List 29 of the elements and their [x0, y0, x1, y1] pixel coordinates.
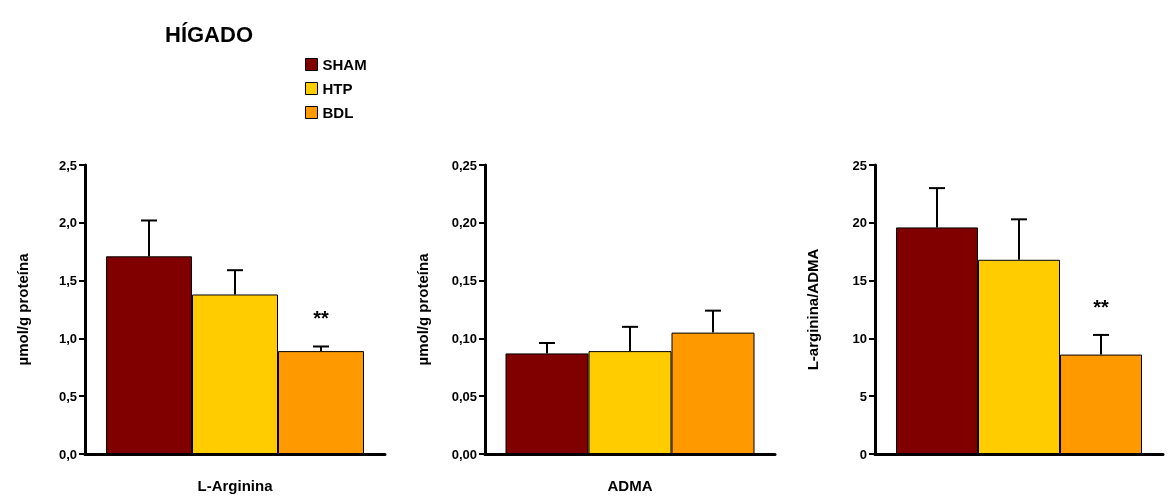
- y-axis-title: L-arginina/ADMA: [804, 248, 821, 371]
- chart-title: HÍGADO: [165, 21, 253, 47]
- y-tick-label: 20: [852, 215, 867, 231]
- x-axis-title: ADMA: [607, 477, 653, 494]
- y-tick-label: 1,5: [58, 273, 77, 289]
- y-axis-title: µmol/g proteína: [14, 252, 31, 366]
- legend-label: SHAM: [322, 56, 367, 73]
- y-tick-label: 0: [859, 446, 867, 462]
- y-tick-label: 2,5: [58, 157, 77, 173]
- y-tick-label: 0,0: [58, 446, 77, 462]
- y-tick-label: 0,15: [451, 273, 477, 289]
- annotation: **: [1093, 295, 1109, 318]
- y-tick-label: 5: [859, 388, 867, 404]
- y-tick-label: 0,10: [451, 330, 477, 346]
- y-tick-label: 0,20: [451, 215, 477, 231]
- y-tick-label: 10: [852, 330, 867, 346]
- legend-label: HTP: [322, 80, 353, 97]
- y-tick-label: 0,05: [451, 388, 477, 404]
- y-tick-label: 0,25: [451, 157, 477, 173]
- y-tick-label: 0,00: [451, 446, 477, 462]
- y-tick-label: 0,5: [58, 388, 77, 404]
- y-tick-label: 15: [852, 273, 867, 289]
- y-tick-label: 2,0: [58, 215, 77, 231]
- x-axis-title: L-Arginina: [197, 477, 274, 494]
- y-axis-title: µmol/g proteína: [414, 252, 431, 366]
- legend-label: BDL: [322, 104, 354, 121]
- y-tick-label: 25: [852, 157, 867, 173]
- y-tick-label: 1,0: [58, 330, 77, 346]
- annotation: **: [313, 307, 329, 330]
